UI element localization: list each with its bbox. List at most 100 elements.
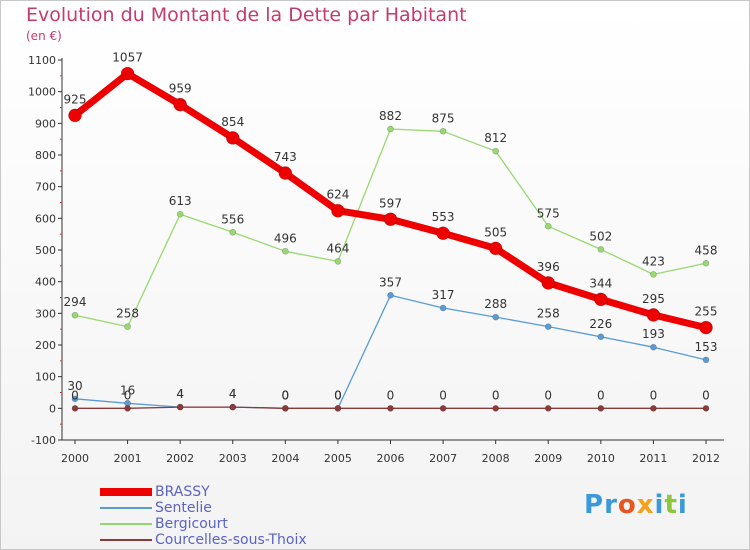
- data-label: 288: [484, 297, 507, 311]
- x-tick-label: 2007: [429, 452, 457, 465]
- data-label: 294: [64, 295, 87, 309]
- data-label: 875: [432, 111, 455, 125]
- data-point: [439, 127, 447, 135]
- data-point: [173, 97, 187, 112]
- data-point: [334, 405, 342, 412]
- data-label: 30: [67, 379, 82, 393]
- data-point: [650, 271, 657, 278]
- data-label: 0: [282, 388, 290, 402]
- data-label: 458: [695, 243, 718, 257]
- unit-label: (en €): [26, 29, 62, 43]
- data-point: [544, 323, 552, 330]
- data-point: [71, 395, 79, 403]
- y-tick-label: 500: [35, 244, 56, 257]
- data-point: [229, 228, 237, 236]
- data-label: 0: [387, 388, 395, 402]
- data-label: 226: [589, 317, 612, 331]
- data-point: [492, 147, 499, 155]
- data-label: 4: [229, 387, 237, 401]
- data-point: [544, 222, 552, 230]
- x-tick-label: 2012: [692, 452, 720, 465]
- data-point: [68, 108, 82, 123]
- logo-letter: i: [654, 490, 665, 520]
- x-tick-label: 2004: [271, 452, 299, 465]
- data-point: [124, 323, 131, 330]
- data-point: [702, 356, 710, 364]
- data-label: 925: [64, 92, 87, 106]
- data-label: 613: [169, 194, 192, 208]
- data-label: 854: [221, 115, 244, 129]
- data-point: [387, 125, 394, 133]
- legend-label: Sentelie: [155, 500, 212, 516]
- logo-letter: i: [677, 490, 688, 520]
- legend-item: Sentelie: [100, 500, 212, 516]
- data-label: 255: [695, 305, 718, 319]
- legend-swatch: [100, 523, 152, 525]
- x-tick-label: 2000: [61, 452, 89, 465]
- data-point: [387, 291, 394, 299]
- data-point: [334, 258, 342, 265]
- x-tick-label: 2002: [166, 452, 194, 465]
- data-label: 193: [642, 327, 665, 341]
- data-label: 153: [695, 340, 718, 354]
- data-label: 624: [326, 188, 349, 202]
- data-label: 0: [334, 388, 342, 402]
- data-label: 0: [650, 388, 658, 402]
- data-point: [594, 292, 608, 307]
- x-tick-label: 2005: [324, 452, 352, 465]
- data-label: 396: [537, 260, 560, 274]
- data-label: 0: [702, 388, 710, 402]
- data-label: 0: [282, 388, 290, 402]
- data-point: [439, 304, 447, 312]
- data-point: [650, 405, 657, 412]
- data-point: [120, 66, 135, 81]
- y-tick-label: 300: [35, 307, 56, 320]
- data-label: 496: [274, 231, 297, 245]
- proxiti-logo: Proxiti: [584, 490, 688, 520]
- y-tick-label: 800: [35, 149, 56, 162]
- data-point: [387, 405, 394, 412]
- data-label: 505: [484, 225, 507, 239]
- legend-item: Courcelles-sous-Thoix: [100, 532, 307, 548]
- data-point: [176, 210, 184, 218]
- y-tick-label: 900: [35, 117, 56, 130]
- data-point: [646, 308, 661, 322]
- data-label: 597: [379, 196, 402, 210]
- x-tick-label: 2009: [534, 452, 562, 465]
- data-point: [71, 311, 79, 319]
- legend-item: Bergicourt: [100, 516, 228, 532]
- x-tick-label: 2006: [377, 452, 405, 465]
- y-tick-label: 200: [35, 339, 56, 352]
- x-tick-label: 2011: [639, 452, 667, 465]
- legend-label: Bergicourt: [155, 516, 228, 532]
- data-point: [282, 247, 289, 255]
- legend-label: BRASSY: [155, 484, 210, 500]
- data-point: [597, 246, 605, 253]
- data-point: [597, 405, 605, 412]
- data-label: 553: [432, 210, 455, 224]
- x-tick-label: 2003: [219, 452, 247, 465]
- y-tick-label: 600: [35, 212, 56, 225]
- y-tick-label: 0: [49, 402, 56, 415]
- data-point: [650, 343, 657, 351]
- data-point: [439, 405, 447, 412]
- y-tick-label: -100: [31, 434, 56, 447]
- data-label: 4: [176, 387, 184, 401]
- x-tick-label: 2010: [587, 452, 615, 465]
- data-point: [225, 131, 240, 145]
- legend-label: Courcelles-sous-Thoix: [155, 532, 307, 548]
- data-label: 317: [432, 288, 455, 302]
- data-label: 423: [642, 254, 665, 268]
- legend-swatch: [100, 507, 152, 509]
- data-point: [383, 212, 398, 227]
- data-point: [699, 320, 713, 335]
- data-point: [541, 276, 556, 290]
- data-label: 743: [274, 150, 297, 164]
- data-label: 1057: [112, 51, 143, 65]
- data-label: 16: [120, 383, 135, 397]
- data-label: 0: [439, 388, 447, 402]
- data-label: 959: [169, 82, 192, 96]
- data-label: 4: [176, 387, 184, 401]
- chart-title: Evolution du Montant de la Dette par Hab…: [26, 4, 467, 26]
